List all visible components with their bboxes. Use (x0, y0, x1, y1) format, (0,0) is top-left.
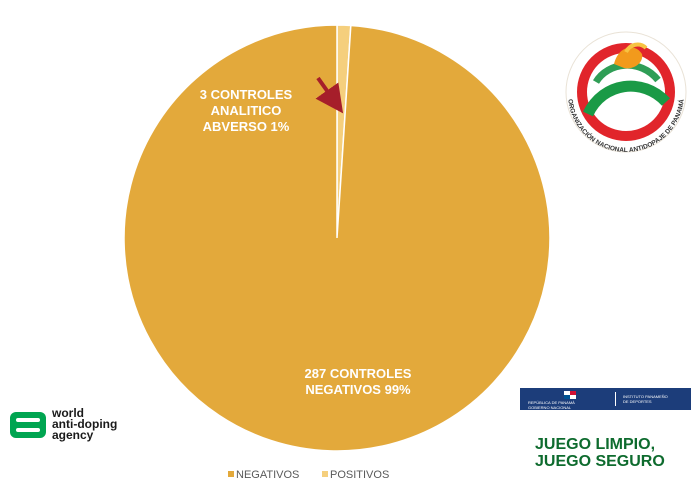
gov-right-text: INSTITUTO PANAMEÑO DE DEPORTES (623, 394, 668, 404)
gov-divider (615, 392, 616, 406)
wada-logo: world anti-doping agency (10, 406, 160, 448)
slogan: JUEGO LIMPIO, JUEGO SEGURO (535, 436, 665, 470)
wada-wordmark: world anti-doping agency (52, 406, 118, 442)
gov-right-line-1: INSTITUTO PANAMEÑO (623, 394, 668, 399)
wada-line-1: world (52, 406, 84, 420)
legend-label-negativos: NEGATIVOS (236, 469, 299, 481)
wada-mark-icon (10, 412, 46, 438)
slogan-line-2: JUEGO SEGURO (535, 453, 665, 470)
data-label-negativos: 287 CONTROLES NEGATIVOS 99% (305, 366, 412, 397)
gov-right-line-2: DE DEPORTES (623, 399, 652, 404)
legend-swatch-negativos (228, 471, 234, 477)
legend-label-positivos: POSITIVOS (330, 469, 389, 481)
gov-left-line-1: REPÚBLICA DE PANAMÁ (528, 400, 575, 405)
data-label-positivos: 3 CONTROLES ANALITICO ABVERSO 1% (200, 87, 293, 134)
pie-slice-negativos (123, 24, 551, 452)
gov-left-line-2: GOBIERNO NACIONAL (528, 405, 572, 410)
onad-logo: ORGANIZACIÓN NACIONAL ANTIDOPAJE DE PANA… (548, 22, 691, 172)
government-strip: REPÚBLICA DE PANAMÁ GOBIERNO NACIONAL IN… (520, 388, 691, 410)
gov-left-text: REPÚBLICA DE PANAMÁ GOBIERNO NACIONAL (528, 400, 575, 410)
slogan-line-1: JUEGO LIMPIO, (535, 436, 656, 453)
panama-flag-icon (564, 391, 576, 399)
label-arrow (315, 76, 344, 114)
wada-line-3: agency (52, 428, 94, 442)
wada-line-2: anti-doping (52, 417, 118, 431)
legend-swatch-positivos (322, 471, 328, 477)
